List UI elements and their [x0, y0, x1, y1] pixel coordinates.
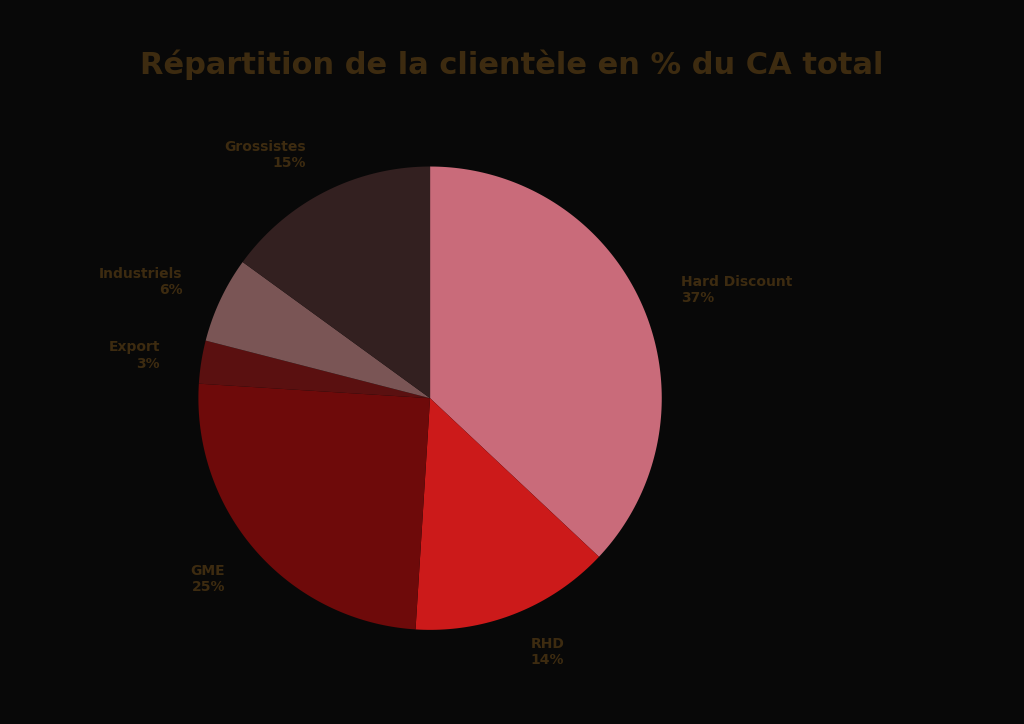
Text: RHD
14%: RHD 14%	[530, 637, 564, 668]
Text: Hard Discount
37%: Hard Discount 37%	[681, 274, 793, 305]
Text: Répartition de la clientèle en % du CA total: Répartition de la clientèle en % du CA t…	[140, 50, 884, 80]
Polygon shape	[199, 340, 430, 398]
Polygon shape	[430, 167, 662, 557]
Polygon shape	[243, 167, 430, 398]
Text: Industriels
6%: Industriels 6%	[99, 266, 182, 297]
Text: Export
3%: Export 3%	[109, 340, 160, 371]
Polygon shape	[416, 398, 599, 630]
Polygon shape	[199, 384, 430, 629]
Text: GME
25%: GME 25%	[190, 564, 225, 594]
Polygon shape	[206, 262, 430, 398]
Text: Grossistes
15%: Grossistes 15%	[224, 140, 306, 169]
